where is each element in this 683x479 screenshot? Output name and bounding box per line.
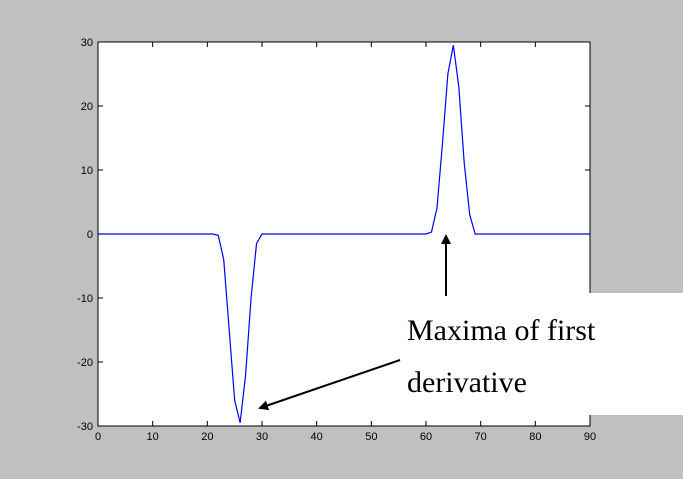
annotation-text-line-1: Maxima of first <box>407 314 596 347</box>
series-line <box>98 45 590 423</box>
y-tick-label: 30 <box>81 37 93 49</box>
y-tick-label: -30 <box>77 421 93 433</box>
x-tick-label: 0 <box>95 431 101 443</box>
y-tick-label: 20 <box>81 101 93 113</box>
x-tick-label: 50 <box>365 431 377 443</box>
x-tick-label: 30 <box>256 431 268 443</box>
x-tick-label: 60 <box>420 431 432 443</box>
x-tick-label: 70 <box>475 431 487 443</box>
x-tick-label: 80 <box>529 431 541 443</box>
x-tick-label: 40 <box>311 431 323 443</box>
y-tick-label: -10 <box>77 293 93 305</box>
x-tick-label: 20 <box>201 431 213 443</box>
y-tick-label: 0 <box>87 229 93 241</box>
tick-labels: 0 10 20 30 40 50 60 70 80 90 -30 -20 -10 0 10 20 30 <box>77 37 596 443</box>
annotation-text-line-2: derivative <box>407 366 527 399</box>
annotation-box <box>398 293 683 415</box>
annotation: Maxima of first derivative <box>258 234 683 415</box>
axes-box <box>97 41 591 427</box>
x-tick-label: 10 <box>147 431 159 443</box>
arrow-to-minimum <box>258 359 401 411</box>
x-tick-label: 90 <box>584 431 596 443</box>
y-tick-label: 10 <box>81 165 93 177</box>
y-tick-label: -20 <box>77 357 93 369</box>
